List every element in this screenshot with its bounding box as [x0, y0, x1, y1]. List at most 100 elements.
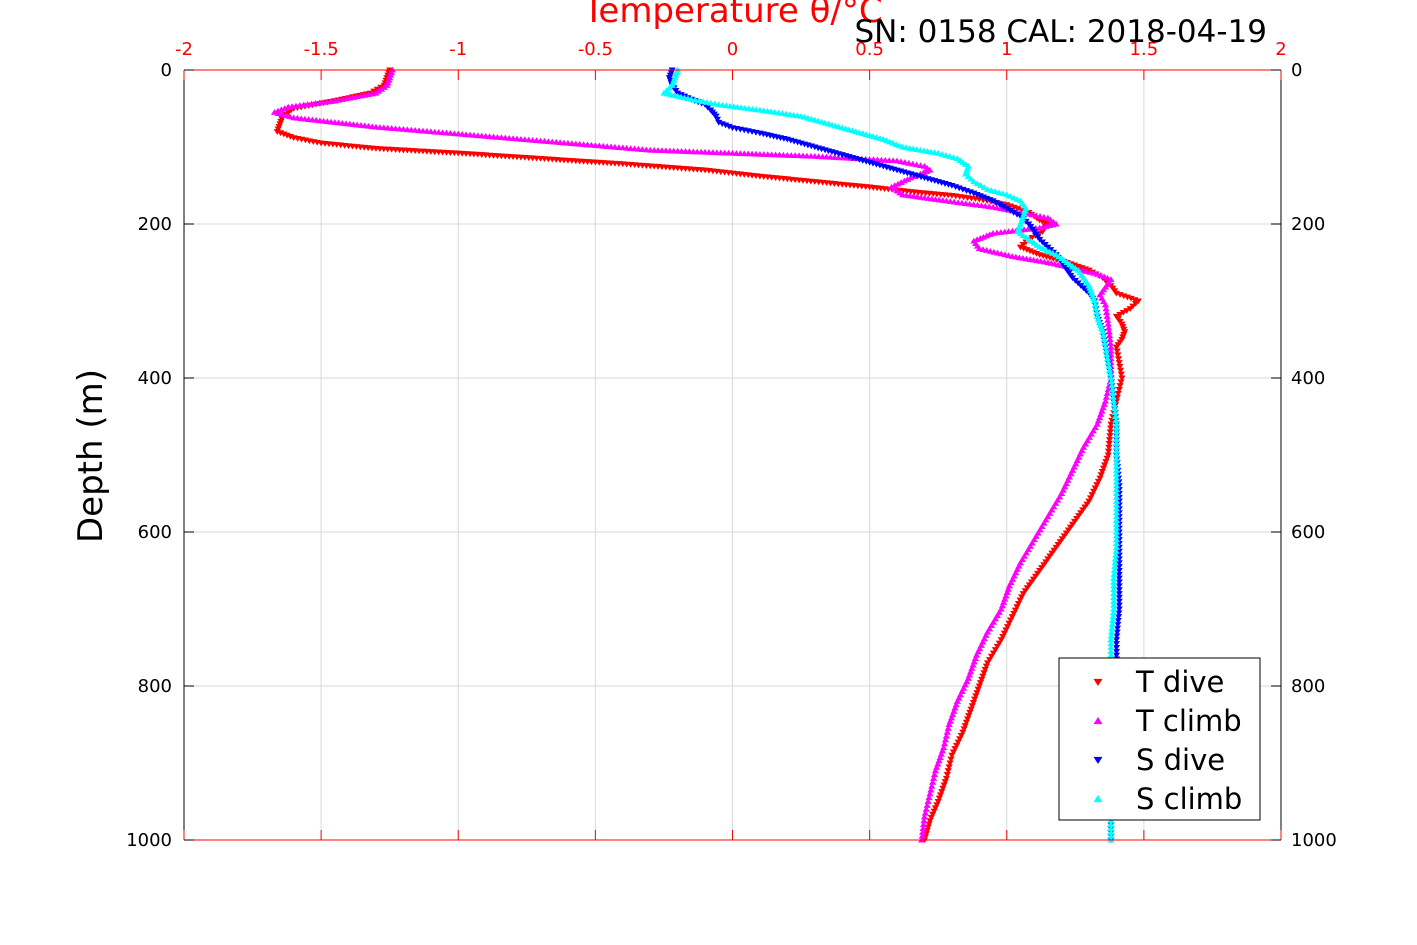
x-tick-label: 0: [727, 39, 738, 60]
t-dive-point: [1038, 229, 1047, 235]
s-climb-point: [1110, 578, 1118, 585]
s-climb-point: [973, 180, 981, 187]
s-climb-point: [934, 149, 942, 156]
s-climb-point: [999, 190, 1007, 197]
t-dive-point: [1005, 620, 1013, 627]
t-climb-point: [926, 790, 934, 797]
s-climb-point: [1103, 351, 1111, 358]
s-dive-point: [999, 204, 1007, 210]
s-climb-point: [980, 184, 988, 190]
s-climb-point: [1112, 505, 1121, 512]
t-dive-point: [1097, 472, 1105, 479]
s-climb-point: [1111, 409, 1119, 416]
t-climb-point: [919, 829, 927, 835]
s-climb-point: [970, 178, 978, 185]
t-dive-point: [991, 647, 999, 653]
y-tick-label-left: 800: [138, 676, 172, 697]
t-dive-point: [1116, 311, 1124, 318]
t-dive-point: [954, 739, 962, 746]
t-dive-point: [1018, 594, 1026, 601]
t-climb-point: [925, 794, 933, 801]
t-climb-point: [1103, 390, 1111, 396]
t-dive-point: [1104, 452, 1112, 459]
s-climb-point: [1112, 420, 1121, 427]
t-climb-point: [1105, 324, 1113, 331]
t-climb-point: [1102, 309, 1111, 316]
s-climb-point: [1110, 582, 1118, 589]
t-climb-point: [927, 786, 935, 793]
legend-label-t-dive: T dive: [1135, 665, 1224, 699]
s-dive-point: [1115, 591, 1123, 597]
s-climb-point: [1110, 594, 1118, 600]
legend-marker-s-dive: [1093, 756, 1103, 765]
t-dive-point: [1036, 567, 1044, 574]
t-dive-point: [987, 653, 996, 660]
y-tick-label-left: 200: [138, 214, 172, 235]
s-climb-point: [1110, 605, 1118, 612]
s-dive-point: [1115, 610, 1123, 617]
s-climb-point: [1110, 571, 1118, 577]
t-dive-point: [969, 699, 978, 706]
s-dive-point: [1006, 208, 1014, 214]
t-dive-point: [1031, 573, 1040, 580]
t-dive-point: [1050, 547, 1058, 554]
y-tick-label-left: 600: [138, 522, 172, 543]
t-dive-point: [1113, 348, 1121, 355]
s-dive-point: [1114, 621, 1122, 628]
t-climb-point: [1103, 313, 1111, 319]
s-dive-point: [1115, 579, 1123, 586]
s-climb-point: [1112, 509, 1121, 516]
t-climb-point: [923, 802, 931, 808]
y-tick-label-left: 1000: [126, 830, 172, 851]
t-dive-point: [973, 690, 981, 696]
t-dive-point: [1058, 536, 1066, 542]
t-dive-point: [976, 680, 985, 686]
t-dive-point: [993, 643, 1001, 650]
s-dive-point: [1013, 211, 1021, 218]
s-climb-point: [1107, 821, 1115, 828]
s-climb-point: [1112, 517, 1121, 523]
t-climb-point: [270, 109, 279, 115]
t-climb-point: [1105, 328, 1113, 335]
s-climb-point: [1108, 386, 1116, 393]
x-tick-label: 2: [1275, 39, 1286, 60]
t-dive-point: [999, 633, 1007, 640]
t-climb-point: [930, 775, 938, 781]
s-climb-point: [1109, 617, 1117, 624]
s-climb-point: [1112, 463, 1121, 470]
t-dive-point: [1090, 488, 1098, 495]
t-climb-point: [282, 112, 290, 119]
s-climb-point: [1107, 640, 1115, 647]
t-dive-point: [1099, 465, 1108, 472]
y-tick-label-left: 0: [161, 60, 172, 81]
s-climb-point: [1100, 336, 1108, 343]
s-climb-point: [1112, 501, 1121, 508]
t-dive-point: [1071, 518, 1079, 525]
y-tick-label-right: 200: [1291, 214, 1325, 235]
s-climb-point: [1091, 301, 1099, 308]
s-climb-point: [1110, 574, 1118, 581]
t-dive-point: [981, 666, 989, 673]
s-dive-point: [1112, 652, 1121, 659]
t-dive-point: [1116, 367, 1125, 374]
x-tick-label: -1: [449, 39, 467, 60]
t-dive-point: [949, 749, 958, 756]
t-dive-point: [1094, 478, 1103, 485]
s-dive-point: [1010, 209, 1018, 216]
y-axis-label: Depth (m): [71, 369, 111, 543]
s-climb-point: [1112, 432, 1121, 439]
s-climb-point: [1090, 297, 1099, 304]
t-dive-point: [1044, 556, 1052, 563]
t-dive-point: [942, 775, 951, 782]
t-dive-point: [933, 802, 941, 808]
t-dive-point: [985, 657, 994, 663]
t-dive-point: [1088, 492, 1096, 498]
s-climb-point: [1110, 401, 1118, 408]
s-climb-point: [1103, 355, 1112, 362]
s-climb-point: [1112, 451, 1121, 458]
s-climb-point: [1110, 598, 1118, 604]
t-dive-point: [1116, 363, 1124, 370]
t-dive-point: [1107, 425, 1115, 432]
t-dive-point: [1119, 310, 1127, 316]
